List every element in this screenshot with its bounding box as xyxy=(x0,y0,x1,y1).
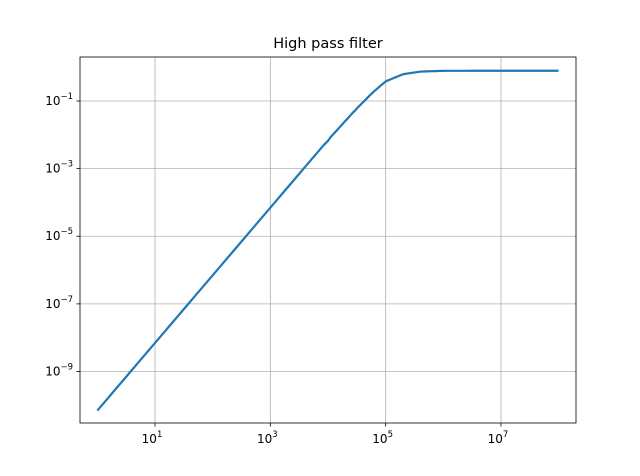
grid-lines xyxy=(80,57,576,423)
y-tick-label: 10−9 xyxy=(45,363,73,379)
y-tick-label: 10−7 xyxy=(45,295,73,311)
tick-layer: 101 103 105 107 10−1 10−3 10−5 10−7 10−9 xyxy=(45,92,508,446)
x-tick-label: 103 xyxy=(257,430,278,446)
y-tick-label: 10−1 xyxy=(45,92,73,108)
series-layer xyxy=(96,69,559,412)
x-tick-label: 105 xyxy=(372,430,393,446)
y-tick-label: 10−5 xyxy=(45,227,73,243)
y-tick-label: 10−3 xyxy=(45,160,73,176)
series-line xyxy=(96,69,559,412)
chart-title: High pass filter xyxy=(273,36,383,52)
x-tick-label: 107 xyxy=(488,430,509,446)
x-tick-label: 101 xyxy=(142,430,163,446)
axes-frame xyxy=(79,56,577,424)
